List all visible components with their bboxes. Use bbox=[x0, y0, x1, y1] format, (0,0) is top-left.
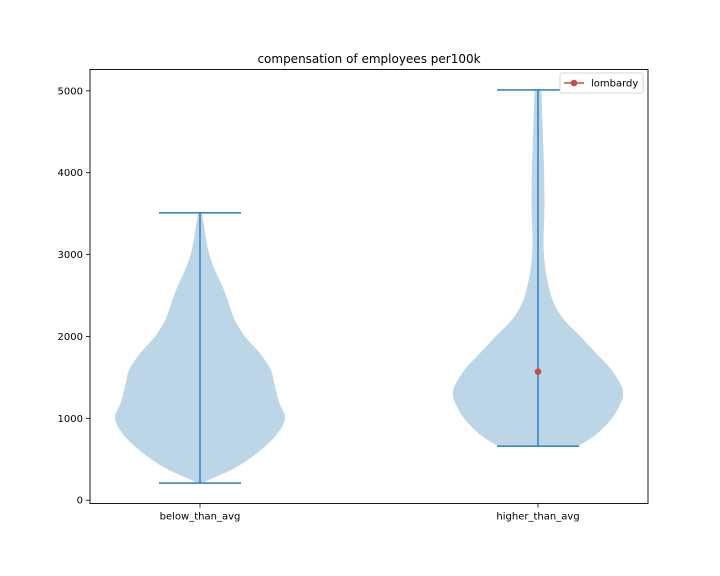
x-tick-label: higher_than_avg bbox=[496, 512, 579, 523]
y-tick-label: 2000 bbox=[58, 332, 83, 343]
y-tick-label: 1000 bbox=[58, 414, 83, 425]
points-layer bbox=[534, 368, 542, 375]
legend-label: lombardy bbox=[591, 79, 638, 90]
y-tick-label: 4000 bbox=[58, 168, 83, 179]
y-axis: 0 1000 2000 3000 4000 5000 bbox=[58, 86, 90, 507]
y-tick-label: 0 bbox=[77, 496, 83, 507]
axes-frame bbox=[89, 69, 649, 504]
x-tick-label: below_than_avg bbox=[160, 512, 241, 523]
legend-point-marker bbox=[570, 79, 578, 87]
chart-title: compensation of employees per100k bbox=[257, 52, 480, 66]
data-point-lombardy bbox=[534, 368, 542, 375]
y-tick-label: 5000 bbox=[58, 86, 83, 97]
legend-box bbox=[559, 72, 644, 94]
x-axis: below_than_avg higher_than_avg bbox=[160, 503, 580, 523]
violins-layer bbox=[114, 89, 624, 484]
legend: lombardy bbox=[559, 72, 644, 94]
y-tick-label: 3000 bbox=[58, 250, 83, 261]
